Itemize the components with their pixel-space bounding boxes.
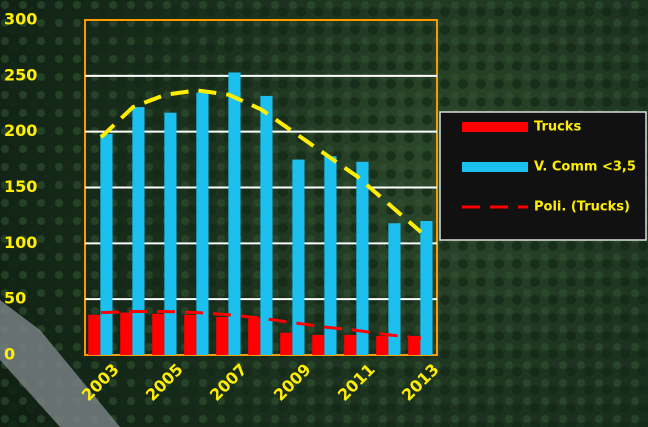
y-tick-label: 200 (4, 121, 37, 140)
bar (100, 133, 113, 355)
bar (376, 336, 389, 355)
y-tick-label: 250 (4, 65, 37, 84)
bar (120, 312, 133, 355)
bar (164, 112, 177, 355)
bar (420, 221, 433, 355)
bar (216, 317, 229, 355)
road (0, 300, 120, 427)
y-tick-label: 50 (4, 289, 26, 308)
bar (356, 161, 369, 355)
bar (280, 332, 293, 355)
y-tick-label: 150 (4, 177, 37, 196)
bar (132, 107, 145, 355)
legend-swatch (462, 162, 528, 172)
legend-label: V. Comm <3,5 (534, 160, 636, 175)
legend-swatch (462, 122, 528, 132)
bar (228, 72, 241, 355)
bar (260, 95, 273, 355)
legend-box (439, 111, 647, 241)
bar (248, 318, 261, 355)
bar (88, 314, 101, 355)
trendline (100, 309, 422, 340)
bar (196, 92, 209, 355)
bar (312, 334, 325, 355)
bar (344, 334, 357, 355)
bar (292, 159, 305, 355)
bar (184, 314, 197, 355)
legend-label: Trucks (534, 120, 581, 135)
bar (324, 156, 337, 355)
trendline (99, 88, 423, 234)
legend-label: Poli. (Trucks) (534, 200, 630, 215)
bar (152, 313, 165, 355)
y-tick-label: 100 (4, 233, 37, 252)
y-tick-label: 300 (4, 10, 37, 29)
y-tick-label: 0 (4, 345, 15, 364)
bar (388, 223, 401, 355)
bar (408, 336, 421, 355)
